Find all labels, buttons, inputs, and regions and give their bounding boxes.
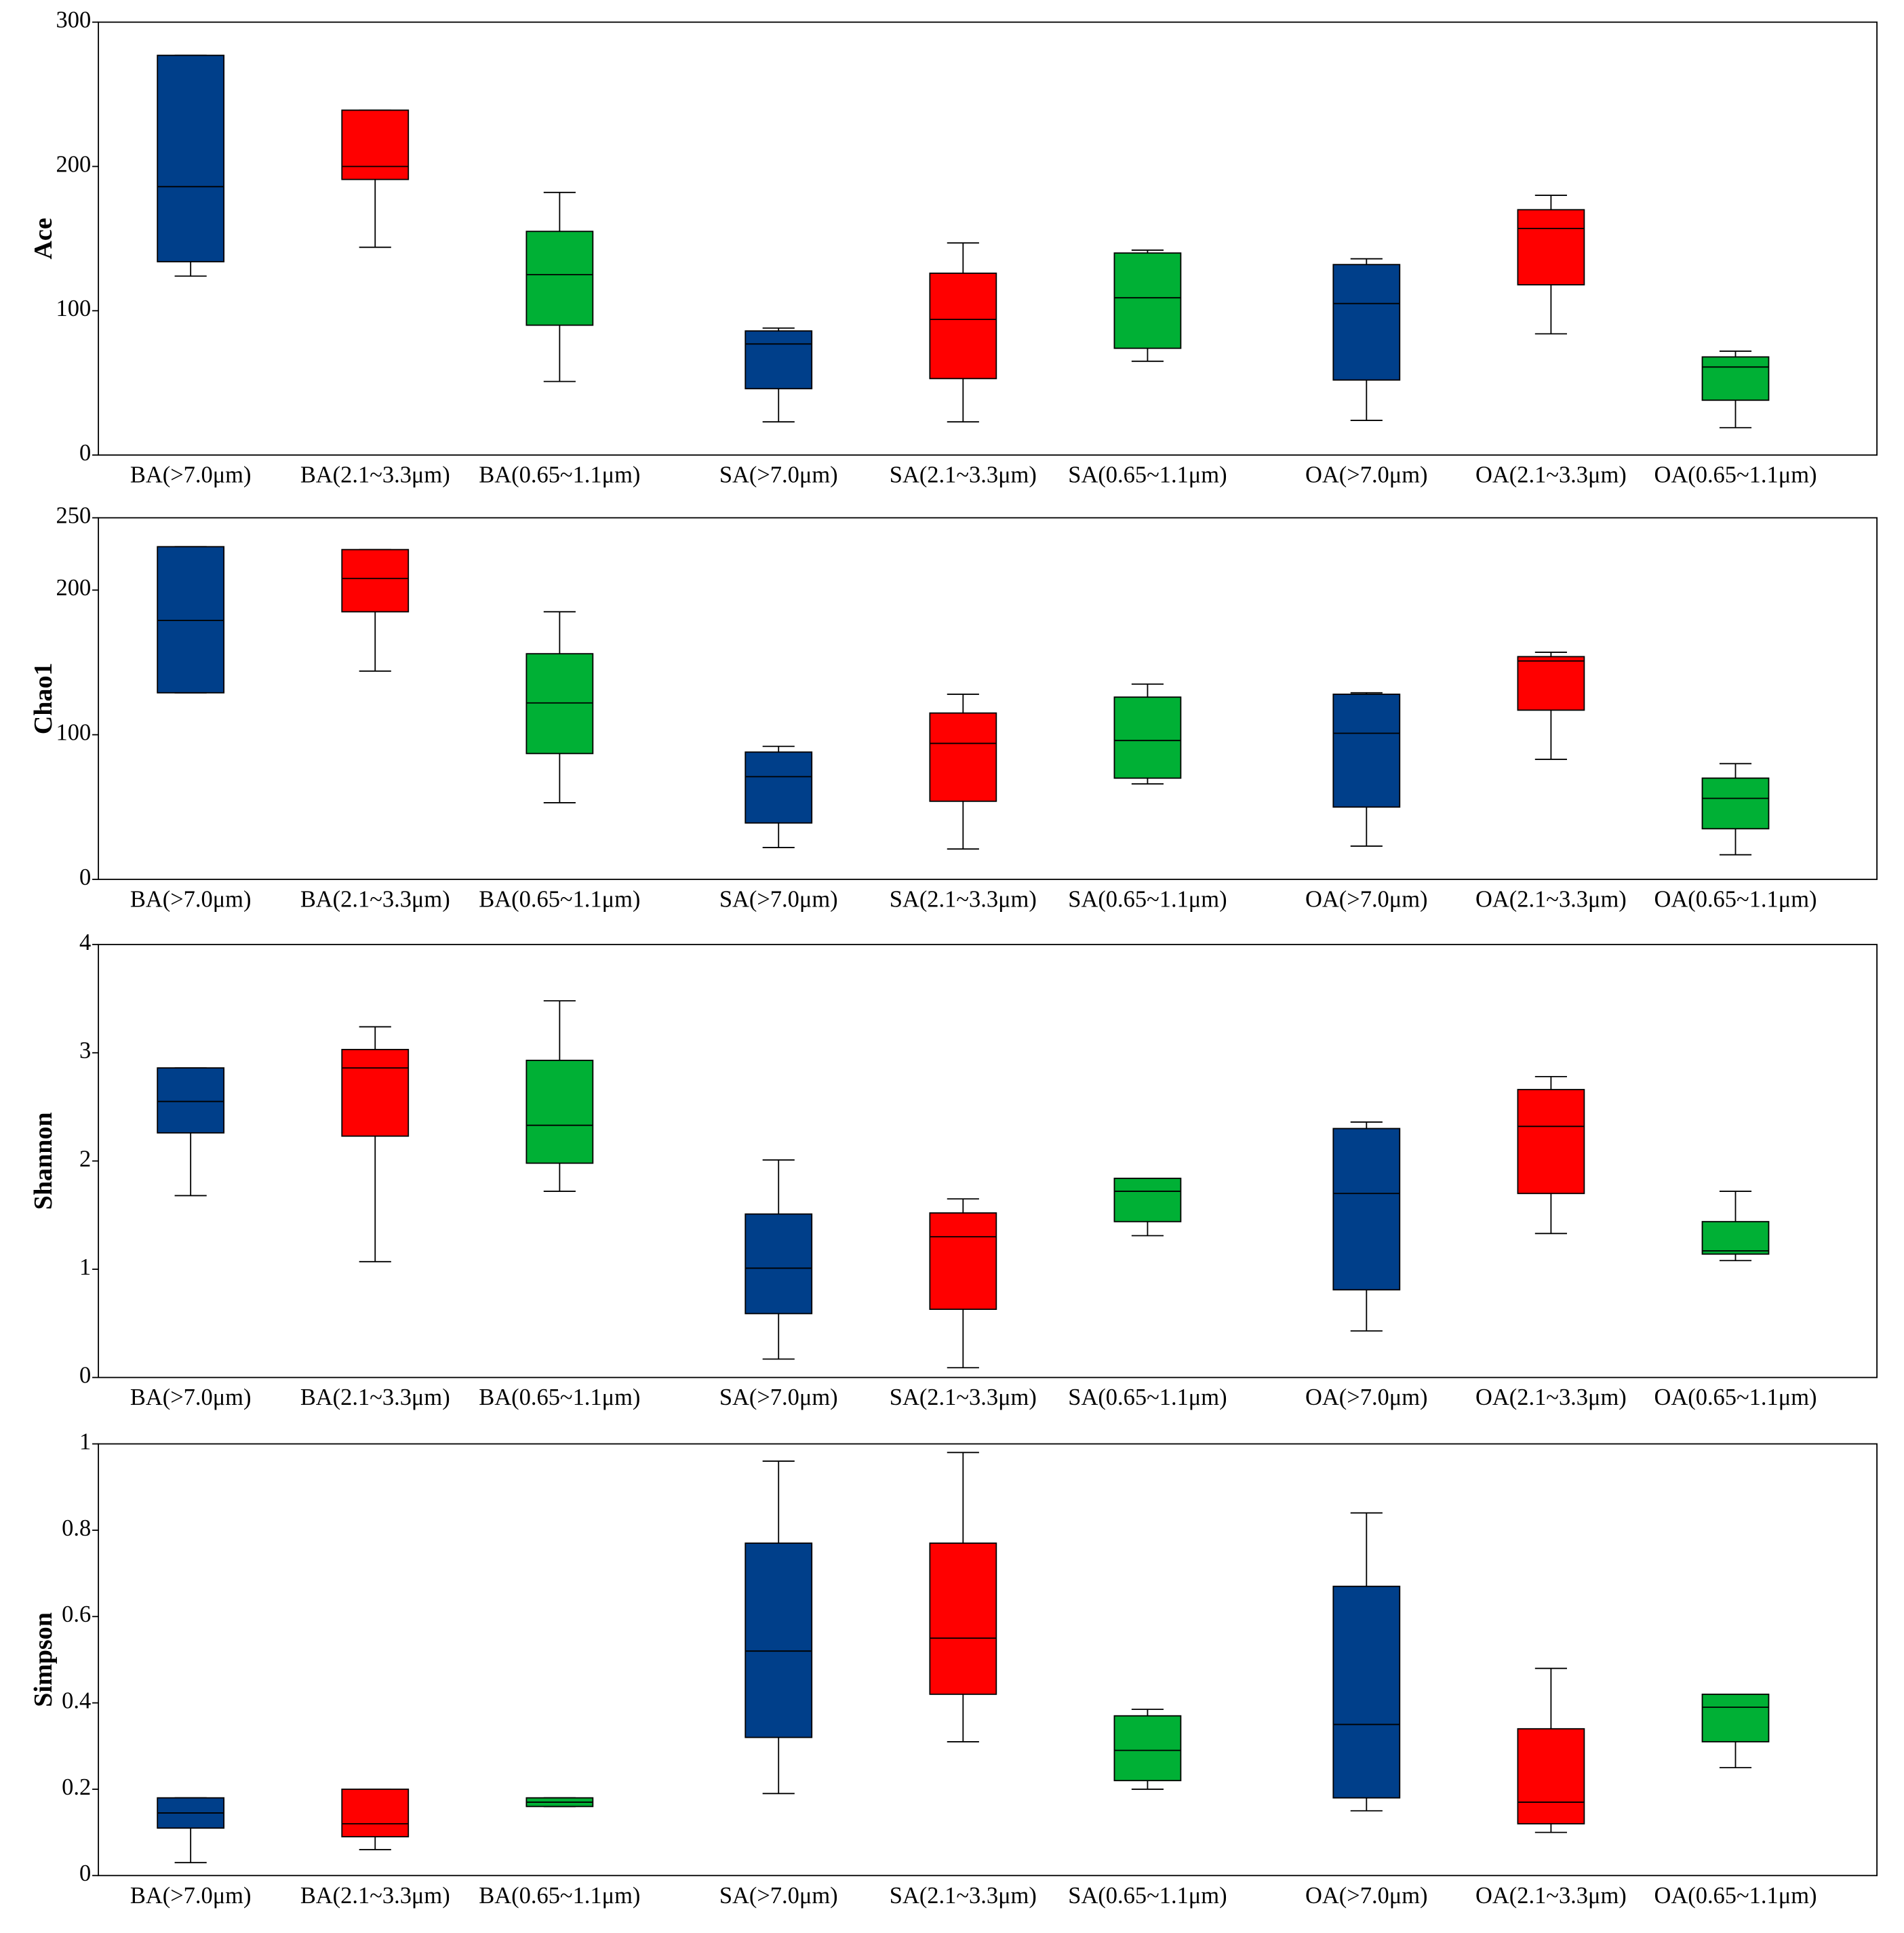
box bbox=[1113, 1178, 1182, 1222]
x-tick-label: OA(>7.0μm) bbox=[1305, 462, 1427, 488]
y-axis-label: Shannon bbox=[29, 1112, 58, 1210]
x-tick-label: OA(2.1~3.3μm) bbox=[1475, 462, 1627, 488]
box bbox=[1113, 1715, 1182, 1782]
x-tick-label: BA(2.1~3.3μm) bbox=[300, 462, 450, 488]
x-tick-label: OA(2.1~3.3μm) bbox=[1475, 887, 1627, 913]
y-tick-label: 100 bbox=[56, 720, 92, 746]
box bbox=[1701, 356, 1770, 401]
box bbox=[1517, 1089, 1585, 1195]
box bbox=[745, 1213, 813, 1315]
y-tick-label: 1 bbox=[79, 1429, 91, 1454]
x-tick-label: OA(2.1~3.3μm) bbox=[1475, 1883, 1627, 1909]
plot-frame bbox=[98, 944, 1878, 1378]
x-tick-label: SA(>7.0μm) bbox=[719, 1384, 838, 1410]
x-tick-label: SA(2.1~3.3μm) bbox=[890, 887, 1037, 913]
box bbox=[1332, 1585, 1401, 1799]
plot-frame bbox=[98, 517, 1878, 880]
x-tick-label: BA(2.1~3.3μm) bbox=[300, 1384, 450, 1410]
x-tick-label: OA(>7.0μm) bbox=[1305, 1384, 1427, 1410]
box bbox=[929, 273, 997, 380]
box bbox=[1113, 252, 1182, 349]
y-tick-label: 250 bbox=[56, 503, 92, 529]
x-tick-label: BA(0.65~1.1μm) bbox=[479, 462, 640, 488]
box bbox=[341, 1789, 410, 1837]
x-tick-label: OA(0.65~1.1μm) bbox=[1654, 462, 1817, 488]
box bbox=[341, 109, 410, 180]
x-tick-label: SA(0.65~1.1μm) bbox=[1068, 1883, 1227, 1909]
box bbox=[745, 1542, 813, 1738]
y-tick-label: 300 bbox=[56, 7, 92, 33]
plot-frame bbox=[98, 1443, 1878, 1877]
box bbox=[1701, 1220, 1770, 1255]
y-tick-label: 0 bbox=[79, 1860, 91, 1886]
x-tick-label: OA(>7.0μm) bbox=[1305, 887, 1427, 913]
box bbox=[1332, 694, 1401, 808]
x-tick-label: SA(2.1~3.3μm) bbox=[890, 462, 1037, 488]
y-tick-label: 1 bbox=[79, 1254, 91, 1280]
box bbox=[157, 546, 225, 694]
y-tick-label: 0 bbox=[79, 440, 91, 466]
box bbox=[525, 1060, 594, 1164]
x-tick-label: OA(0.65~1.1μm) bbox=[1654, 887, 1817, 913]
y-tick-label: 0.6 bbox=[62, 1601, 91, 1627]
y-axis-label: Chao1 bbox=[29, 662, 58, 734]
x-tick-label: SA(>7.0μm) bbox=[719, 887, 838, 913]
x-tick-label: OA(0.65~1.1μm) bbox=[1654, 1384, 1817, 1410]
x-tick-label: SA(0.65~1.1μm) bbox=[1068, 1384, 1227, 1410]
y-tick-label: 2 bbox=[79, 1146, 91, 1172]
y-axis-label: Ace bbox=[29, 218, 58, 259]
y-tick-label: 0 bbox=[79, 1363, 91, 1389]
x-tick-label: BA(>7.0μm) bbox=[130, 887, 252, 913]
box bbox=[745, 330, 813, 390]
x-tick-label: OA(>7.0μm) bbox=[1305, 1883, 1427, 1909]
box bbox=[525, 653, 594, 755]
y-tick-label: 0 bbox=[79, 864, 91, 890]
box bbox=[525, 231, 594, 326]
x-tick-label: SA(>7.0μm) bbox=[719, 462, 838, 488]
box bbox=[1517, 656, 1585, 711]
box bbox=[341, 1049, 410, 1137]
box bbox=[1517, 209, 1585, 285]
x-tick-label: SA(2.1~3.3μm) bbox=[890, 1384, 1037, 1410]
x-tick-label: BA(0.65~1.1μm) bbox=[479, 1384, 640, 1410]
y-tick-label: 0.2 bbox=[62, 1774, 91, 1800]
x-tick-label: BA(0.65~1.1μm) bbox=[479, 887, 640, 913]
box bbox=[1332, 264, 1401, 381]
y-axis-label: Simpson bbox=[29, 1612, 58, 1707]
x-tick-label: SA(>7.0μm) bbox=[719, 1883, 838, 1909]
box bbox=[157, 54, 225, 262]
x-tick-label: OA(2.1~3.3μm) bbox=[1475, 1384, 1627, 1410]
box bbox=[1113, 696, 1182, 779]
box bbox=[1517, 1728, 1585, 1825]
x-tick-label: OA(0.65~1.1μm) bbox=[1654, 1883, 1817, 1909]
plot-frame bbox=[98, 21, 1878, 456]
x-tick-label: SA(0.65~1.1μm) bbox=[1068, 462, 1227, 488]
x-tick-label: BA(2.1~3.3μm) bbox=[300, 1883, 450, 1909]
y-tick-label: 200 bbox=[56, 575, 92, 601]
x-tick-label: BA(0.65~1.1μm) bbox=[479, 1883, 640, 1909]
y-tick-label: 4 bbox=[79, 930, 91, 955]
box bbox=[929, 1212, 997, 1310]
y-tick-label: 0.8 bbox=[62, 1515, 91, 1541]
box bbox=[1701, 1693, 1770, 1742]
box bbox=[341, 549, 410, 613]
box bbox=[157, 1067, 225, 1134]
x-tick-label: BA(>7.0μm) bbox=[130, 1384, 252, 1410]
x-tick-label: BA(>7.0μm) bbox=[130, 1883, 252, 1909]
y-tick-label: 3 bbox=[79, 1038, 91, 1064]
x-tick-label: SA(2.1~3.3μm) bbox=[890, 1883, 1037, 1909]
y-tick-label: 100 bbox=[56, 296, 92, 321]
box bbox=[1701, 777, 1770, 830]
x-tick-label: BA(>7.0μm) bbox=[130, 462, 252, 488]
box bbox=[929, 1542, 997, 1695]
x-tick-label: BA(2.1~3.3μm) bbox=[300, 887, 450, 913]
y-tick-label: 0.4 bbox=[62, 1688, 91, 1714]
y-tick-label: 200 bbox=[56, 151, 92, 177]
x-tick-label: SA(0.65~1.1μm) bbox=[1068, 887, 1227, 913]
box bbox=[745, 751, 813, 824]
box bbox=[1332, 1128, 1401, 1291]
box bbox=[929, 712, 997, 802]
